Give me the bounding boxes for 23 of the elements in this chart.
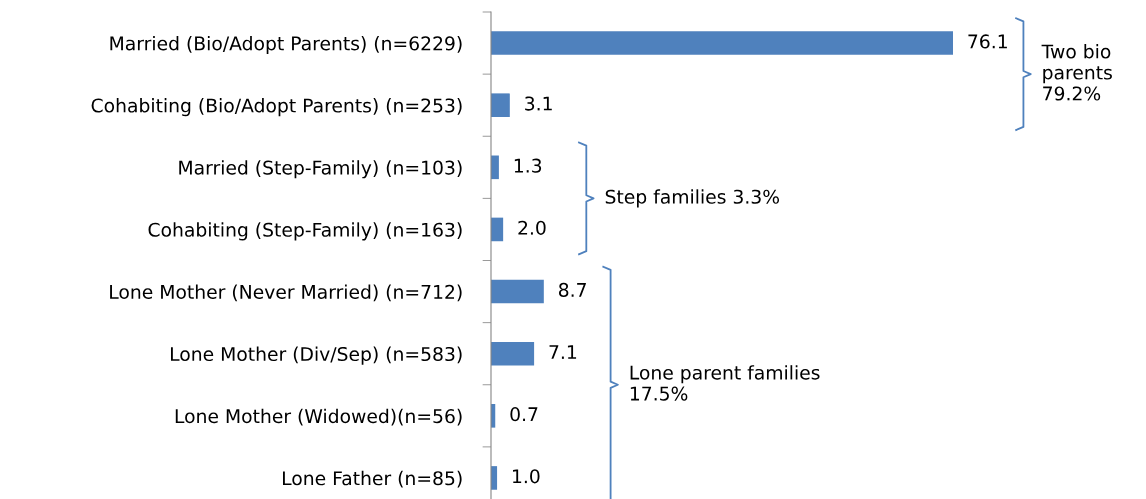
data-label: 0.7	[510, 407, 538, 422]
annotation: Lone parent families 17.5%	[630, 365, 820, 401]
data-label: 8.7	[558, 282, 586, 297]
bar	[491, 341, 535, 366]
data-label: 1.0	[513, 469, 540, 484]
data-label: 1.3	[514, 158, 542, 173]
bar	[491, 279, 544, 304]
y-tick-label: Married (Step-Family) (n=103)	[179, 160, 462, 179]
y-tick-label: Cohabiting (Step-Family) (n=163)	[148, 222, 462, 241]
text: Two bio parents 79.2%	[1041, 44, 1112, 101]
data-label: 76.1	[968, 34, 1007, 49]
bar	[491, 93, 510, 117]
data-label: 2.0	[518, 220, 546, 235]
y-tick-label: Lone Father (n=85)	[283, 470, 462, 488]
y-tick-label: Lone Mother (Div/Sep) (n=583)	[170, 346, 462, 365]
data-label: 7.1	[549, 345, 577, 359]
annotation: Step families 3.3%	[605, 189, 780, 208]
bar	[491, 31, 953, 55]
y-tick-label: Married (Bio/Adopt Parents) (n=6229)	[110, 35, 462, 55]
y-tick-label: Lone Mother (Never Married) (n=712)	[110, 284, 462, 302]
data-label: 3.1	[525, 96, 552, 111]
y-tick-label: Lone Mother (Widowed)(n=56)	[175, 408, 462, 426]
y-tick-label: Cohabiting (Bio/Adopt Parents) (n=253)	[91, 98, 462, 117]
